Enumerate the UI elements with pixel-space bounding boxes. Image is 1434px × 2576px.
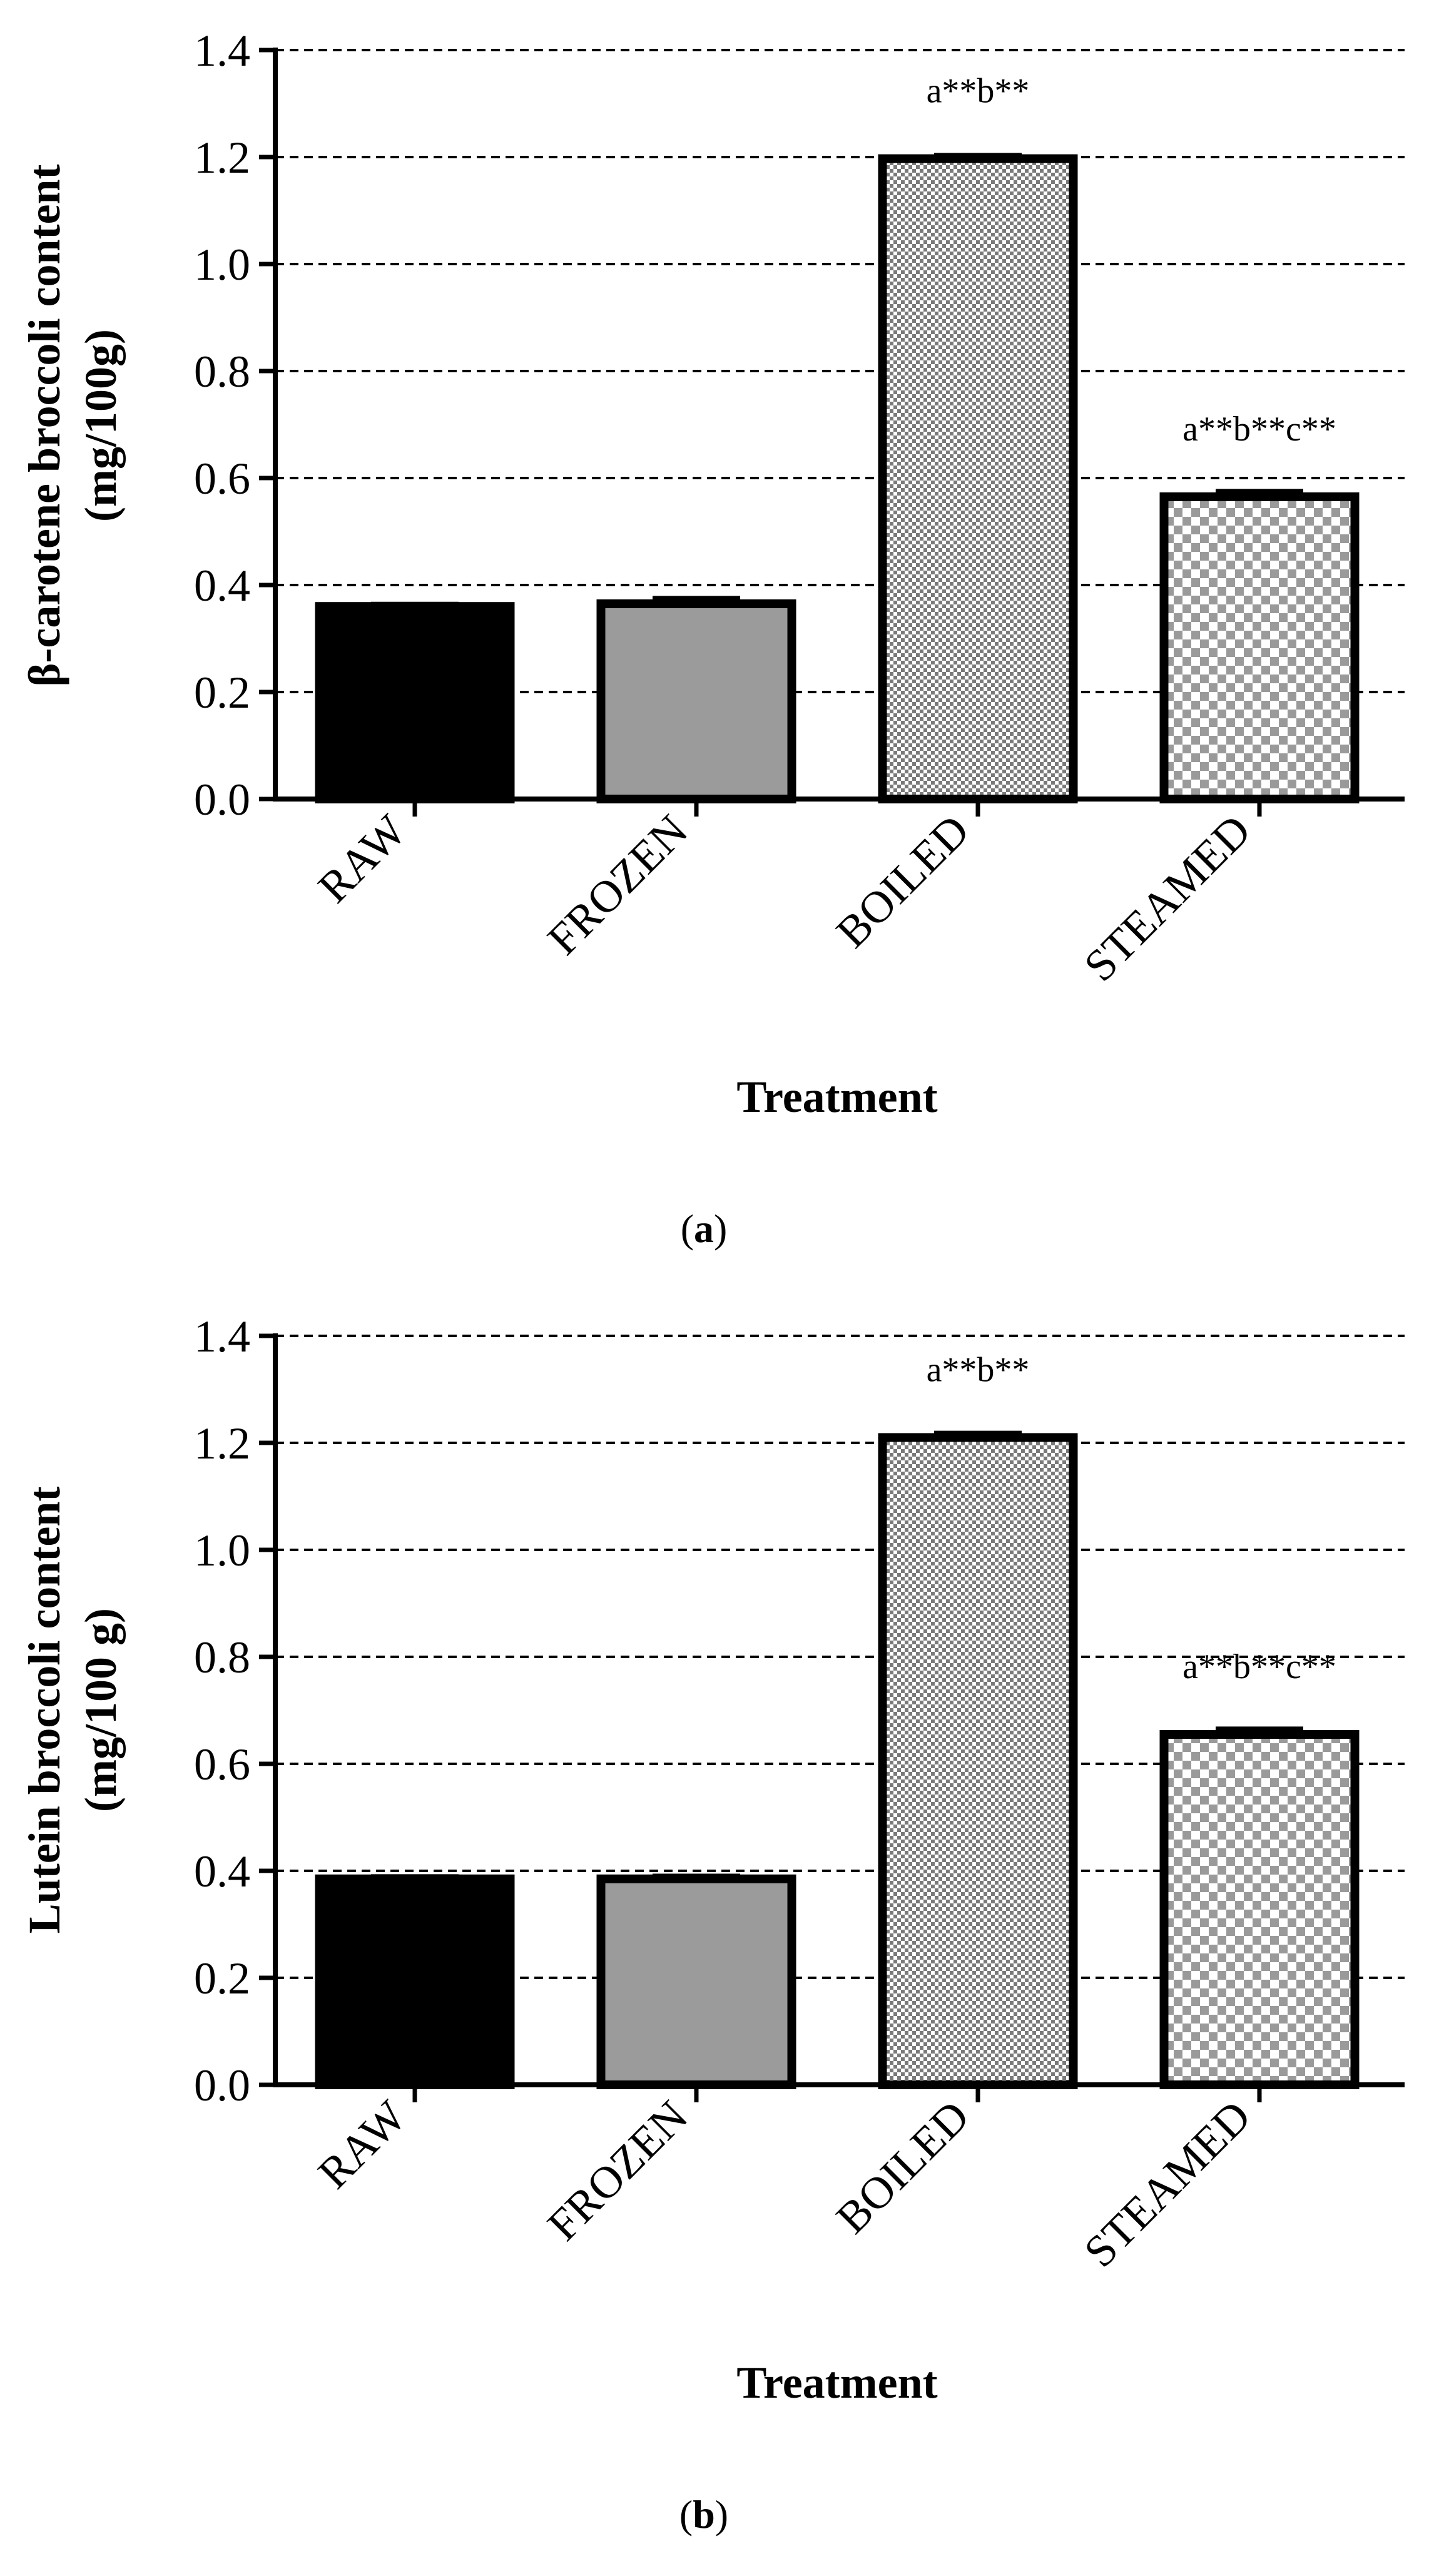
- y-tick-label: 0.8: [194, 1632, 250, 1683]
- y-axis-unit: (mg/100 g): [76, 1608, 126, 1812]
- y-tick-label: 1.4: [194, 1311, 250, 1362]
- y-tick-label: 0.4: [194, 561, 250, 611]
- category-label-raw: RAW: [308, 805, 415, 912]
- bar-raw: [315, 602, 515, 803]
- bar-raw: [315, 1874, 515, 2089]
- significance-label: a**b**: [927, 72, 1030, 111]
- y-tick-label: 0.2: [194, 668, 250, 718]
- panel-letter: a: [694, 1206, 714, 1251]
- y-axis-title: Lutein broccoli content: [19, 1487, 69, 1934]
- y-tick-label: 1.2: [194, 133, 250, 183]
- y-tick-label: 1.0: [194, 240, 250, 290]
- y-tick-label: 0.2: [194, 1953, 250, 2003]
- category-label-frozen: FROZEN: [538, 2091, 698, 2251]
- y-tick-label: 1.0: [194, 1525, 250, 1576]
- category-label-boiled: BOILED: [826, 2091, 979, 2243]
- bar-boiled: [878, 1433, 1078, 2089]
- y-axis-unit: (mg/100g): [76, 329, 126, 522]
- y-axis-title: β-carotene broccoli content: [19, 164, 69, 686]
- bar-frozen: [596, 1874, 796, 2089]
- panel-letter: b: [693, 2492, 715, 2537]
- panel-caption: (a): [681, 1206, 728, 1251]
- category-label-raw: RAW: [308, 2091, 415, 2198]
- x-axis-title: Treatment: [736, 1072, 937, 1122]
- bar-frozen: [596, 599, 796, 803]
- x-axis-title: Treatment: [736, 2358, 937, 2408]
- chart-panel-b: 0.0 0.2 0.4 0.6 0.8 1.0 1.2 1.4 RAW FROZEN BOILED a…: [19, 1311, 1405, 2537]
- y-tick-label: 0.0: [194, 2060, 250, 2110]
- y-tick-label: 1.4: [194, 26, 250, 76]
- significance-label: a**b**c**: [1182, 1647, 1336, 1686]
- bar-steamed: [1159, 492, 1360, 803]
- category-label-steamed: STEAMED: [1074, 805, 1260, 991]
- y-tick-label: 0.4: [194, 1846, 250, 1896]
- y-tick-label: 0.0: [194, 775, 250, 825]
- bar-steamed: [1159, 1729, 1360, 2090]
- category-label-steamed: STEAMED: [1074, 2091, 1260, 2277]
- category-label-boiled: BOILED: [826, 805, 979, 957]
- bar-boiled: [878, 154, 1078, 803]
- y-tick-label: 0.6: [194, 454, 250, 504]
- category-label-frozen: FROZEN: [538, 805, 698, 965]
- y-tick-label: 0.6: [194, 1739, 250, 1789]
- significance-label: a**b**c**: [1182, 410, 1336, 449]
- chart-panel-a: 0.0 0.2 0.4 0.6 0.8 1.0 1.2 1.4 RAW FROZEN BOILED a…: [19, 26, 1405, 1251]
- significance-label: a**b**: [927, 1350, 1030, 1389]
- y-tick-label: 0.8: [194, 347, 250, 397]
- panel-caption: (b): [679, 2492, 728, 2537]
- y-tick-label: 1.2: [194, 1418, 250, 1469]
